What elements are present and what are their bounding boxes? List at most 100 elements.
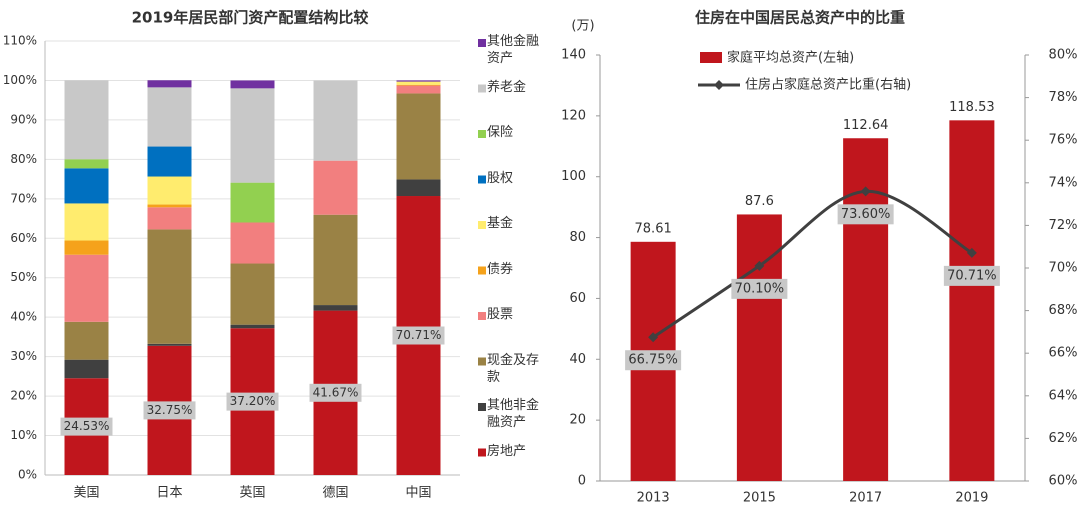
legend-item: 养老金	[487, 80, 526, 95]
legend-swatch	[478, 266, 486, 275]
bar-segment	[396, 81, 441, 85]
y-tick-label: 70%	[10, 191, 37, 205]
bar-segment	[147, 176, 192, 205]
data-label: 70.71%	[396, 328, 442, 342]
x-tick-label: 英国	[239, 486, 265, 501]
bar-segment	[230, 324, 275, 329]
bar-segment	[396, 85, 441, 94]
bar-segment	[147, 80, 192, 88]
legend-label: 住房占家庭总资产比重(右轴)	[745, 77, 911, 93]
bar-segment	[64, 240, 109, 255]
legend-label: 股票	[487, 307, 514, 322]
legend-swatch	[478, 357, 486, 366]
data-label: 78.61	[635, 221, 672, 236]
y-tick-label: 80%	[10, 152, 37, 166]
legend-item: 其他金融资产	[487, 34, 540, 66]
data-label: 32.75%	[147, 403, 193, 417]
y2-tick-label: 70%	[1049, 261, 1078, 276]
y-tick-label: 20	[569, 413, 586, 428]
bar-segment	[313, 305, 358, 311]
y-tick-label: 140	[561, 48, 586, 63]
legend-label: 现金及存款	[487, 352, 540, 385]
x-tick-label: 2019	[955, 491, 988, 506]
data-label: 24.53%	[64, 419, 110, 433]
bar	[736, 214, 782, 481]
y-tick-label: 50%	[10, 270, 37, 284]
data-label-bg	[392, 326, 445, 345]
data-label: 73.60%	[841, 207, 891, 222]
x-tick-label: 2015	[743, 491, 776, 506]
bar-segment	[64, 321, 109, 360]
y-tick-label: 120	[561, 108, 586, 123]
y2-tick-label: 74%	[1049, 175, 1078, 190]
bar-segment	[230, 80, 275, 89]
line	[652, 189, 973, 339]
data-label: 37.20%	[230, 394, 276, 408]
data-label: 112.64	[843, 118, 889, 133]
data-label: 66.75%	[628, 353, 678, 368]
legend-swatch	[478, 312, 486, 320]
legend-label: 其他金融资产	[487, 34, 540, 66]
bar-segment	[147, 207, 192, 230]
bar-segment	[64, 203, 109, 241]
legend-item: 债券	[487, 261, 514, 277]
x-tick-label: 美国	[73, 486, 99, 501]
y-tick-label: 40	[569, 352, 586, 367]
data-label: 118.53	[949, 100, 995, 115]
legend-item: 保险	[487, 125, 514, 140]
bar-segment	[147, 87, 192, 147]
bar-segment	[64, 80, 109, 160]
legend-item: 股权	[487, 171, 513, 186]
legend-label: 债券	[487, 261, 514, 277]
bar-segment	[396, 179, 441, 197]
legend-label: 保险	[487, 125, 514, 140]
bar-segment	[396, 80, 441, 82]
bar-segment	[64, 359, 109, 379]
legend-item: 股票	[487, 307, 514, 322]
y-tick-label: 60%	[10, 231, 37, 245]
y-tick-label: 0	[578, 474, 586, 489]
legend-label: 其他非金融资产	[487, 398, 540, 430]
y-tick-label: 0%	[18, 468, 37, 482]
y-tick-label: 40%	[10, 310, 37, 324]
legend-label: 房地产	[487, 443, 527, 459]
y-tick-label: 100	[561, 169, 586, 184]
data-label-bg	[143, 401, 196, 420]
y2-tick-label: 62%	[1049, 431, 1078, 446]
bar-segment	[230, 263, 275, 325]
line-marker	[860, 186, 871, 197]
y2-tick-label: 60%	[1049, 474, 1078, 489]
legend-swatch	[700, 52, 722, 63]
bar-segment	[147, 204, 192, 208]
y-tick-label: 30%	[10, 349, 37, 363]
bar-segment	[396, 84, 441, 86]
data-label: 87.6	[745, 194, 774, 209]
bar-segment	[147, 229, 192, 344]
y-tick-label: 80	[569, 230, 586, 245]
y-axis-unit: (万)	[571, 19, 594, 34]
y2-tick-label: 66%	[1049, 346, 1078, 361]
data-label-bg	[60, 417, 113, 436]
x-tick-label: 2017	[849, 491, 882, 506]
y2-tick-label: 68%	[1049, 303, 1078, 318]
x-tick-label: 日本	[156, 486, 182, 501]
y-tick-label: 60	[569, 291, 586, 306]
x-tick-label: 2013	[637, 491, 670, 506]
data-label: 70.71%	[947, 268, 997, 283]
chart-title: 2019年居民部门资产配置结构比较	[132, 9, 369, 27]
bar-segment	[64, 254, 109, 322]
y2-tick-label: 80%	[1049, 48, 1078, 63]
data-label: 41.67%	[313, 385, 359, 399]
chart-title: 住房在中国居民总资产中的比重	[695, 9, 905, 27]
bar-segment	[313, 160, 358, 215]
legend-item: 现金及存款	[487, 352, 540, 385]
legend-swatch	[478, 84, 486, 93]
bar-segment	[313, 214, 358, 306]
line-marker	[648, 332, 659, 343]
bar-segment	[64, 159, 109, 169]
x-tick-label: 中国	[405, 486, 431, 501]
bar-segment	[230, 222, 275, 264]
y2-tick-label: 76%	[1049, 133, 1078, 148]
legend-label: 基金	[487, 216, 514, 231]
